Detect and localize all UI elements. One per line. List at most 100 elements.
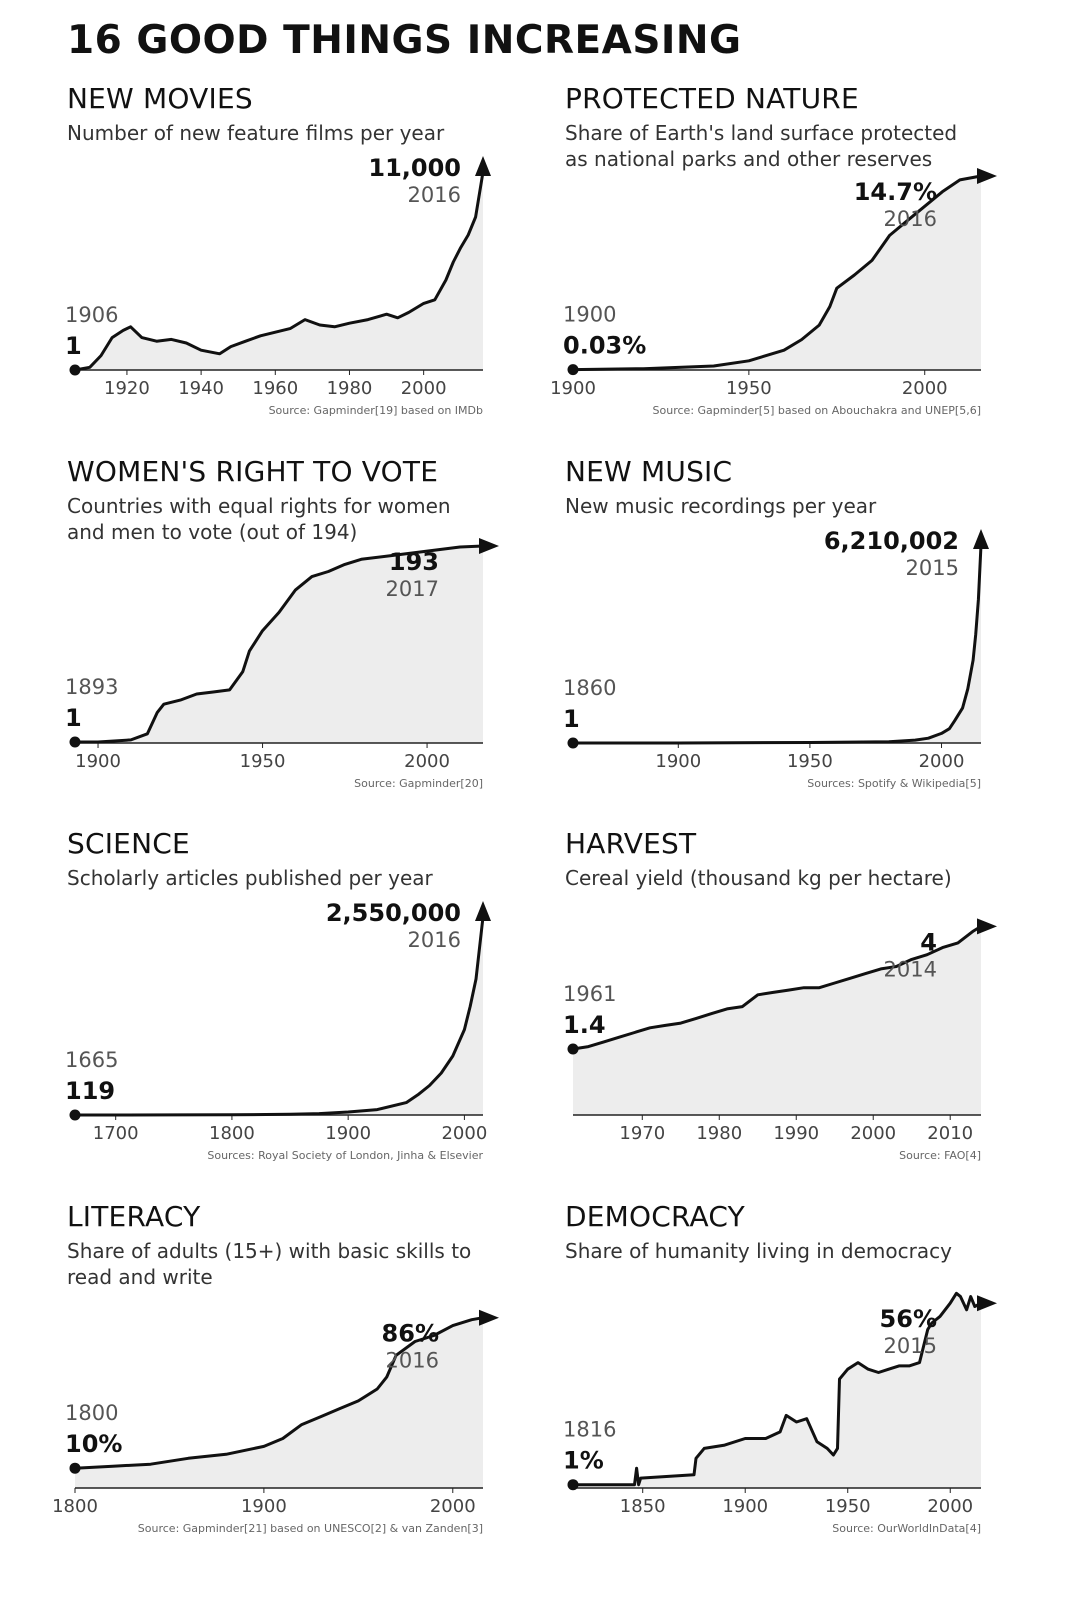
- end-year-label: 2016: [408, 928, 461, 952]
- start-value-label: 10%: [65, 1430, 122, 1458]
- x-tick-label: 1950: [825, 1496, 871, 1517]
- chart-panel: LITERACY Share of adults (15+) with basic…: [52, 1200, 527, 1570]
- series-line: [573, 1291, 982, 1487]
- chart-panel: NEW MOVIES Number of new feature films pe…: [65, 82, 527, 452]
- source-label: Source: Gapminder[20]: [354, 777, 483, 790]
- end-year-label: 2014: [884, 957, 937, 981]
- start-value-label: 0.03%: [563, 332, 646, 360]
- chart-panel: NEW MUSIC New music recordings per year 19…: [563, 455, 1025, 825]
- start-point: [69, 364, 81, 376]
- chart-panel: DEMOCRACY Share of humanity living in dem…: [563, 1200, 1025, 1570]
- source-label: Source: OurWorldInData[4]: [832, 1522, 981, 1535]
- area-fill: [573, 926, 981, 1115]
- start-value-label: 1%: [563, 1447, 604, 1475]
- end-value-label: 86%: [382, 1320, 439, 1348]
- start-year-label: 1906: [65, 303, 118, 327]
- start-value-label: 1: [65, 332, 82, 360]
- x-tick-label: 1900: [75, 751, 121, 772]
- chart-title: NEW MUSIC: [565, 455, 733, 488]
- x-tick-label: 2000: [401, 378, 447, 399]
- end-value-label: 14.7%: [854, 178, 937, 206]
- start-point: [69, 1462, 81, 1474]
- x-tick-label: 2000: [404, 751, 450, 772]
- series-line: [74, 916, 485, 1117]
- end-year-label: 2016: [386, 1349, 439, 1373]
- x-tick-label: 2000: [850, 1123, 896, 1144]
- start-point: [69, 736, 81, 748]
- x-tick-label: 1950: [240, 751, 286, 772]
- start-point: [567, 1043, 579, 1055]
- end-year-label: 2015: [906, 556, 959, 580]
- end-value-label: 2,550,000: [326, 899, 461, 927]
- end-value-label: 56%: [880, 1305, 937, 1333]
- start-value-label: 1: [65, 704, 82, 732]
- start-year-label: 1800: [65, 1401, 118, 1425]
- x-tick-label: 1980: [696, 1123, 742, 1144]
- x-tick-label: 1900: [722, 1496, 768, 1517]
- end-arrow: [475, 156, 491, 176]
- chart-subtitle: Share of adults (15+) with basic skills …: [67, 1239, 472, 1289]
- series-line: [572, 925, 982, 1051]
- chart-title: PROTECTED NATURE: [565, 82, 859, 115]
- area-fill: [573, 176, 981, 370]
- end-year-label: 2016: [884, 207, 937, 231]
- end-arrow: [977, 167, 997, 184]
- x-tick-label: 1900: [550, 378, 596, 399]
- end-arrow: [479, 538, 499, 555]
- start-point: [567, 1479, 579, 1491]
- chart-subtitle: Share of humanity living in democracy: [565, 1239, 952, 1263]
- end-arrow: [977, 918, 997, 935]
- x-tick-label: 2000: [441, 1123, 487, 1144]
- x-tick-label: 2000: [430, 1496, 476, 1517]
- series-line: [74, 1316, 484, 1470]
- chart-panel: PROTECTED NATURE Share of Earth's land su…: [550, 82, 1025, 452]
- x-tick-label: 1800: [209, 1123, 255, 1144]
- chart-subtitle: Cereal yield (thousand kg per hectare): [565, 866, 952, 890]
- source-label: Source: Gapminder[5] based on Abouchakra…: [653, 404, 981, 417]
- start-year-label: 1900: [563, 303, 616, 327]
- series-line: [572, 174, 982, 372]
- chart-svg: 1900 1950 2000 1900 0.03% 14.7%2016 Source: Ga…: [550, 167, 997, 417]
- start-year-label: 1961: [563, 982, 616, 1006]
- x-tick-label: 1950: [726, 378, 772, 399]
- chart-panel: HARVEST Cereal yield (thousand kg per hec…: [563, 827, 1025, 1197]
- main-title: 16 GOOD THINGS INCREASING: [67, 18, 742, 63]
- chart-title: NEW MOVIES: [67, 82, 253, 115]
- source-label: Sources: Spotify & Wikipedia[5]: [807, 777, 981, 790]
- start-point: [69, 1109, 81, 1121]
- source-label: Source: FAO[4]: [899, 1149, 981, 1162]
- start-point: [567, 737, 579, 749]
- x-tick-label: 2010: [927, 1123, 973, 1144]
- x-tick-label: 1920: [104, 378, 150, 399]
- source-label: Source: Gapminder[21] based on UNESCO[2]…: [138, 1522, 483, 1535]
- x-tick-label: 1980: [327, 378, 373, 399]
- area-fill: [75, 1317, 483, 1488]
- chart-title: HARVEST: [565, 827, 697, 860]
- x-tick-label: 2000: [919, 751, 965, 772]
- start-year-label: 1893: [65, 675, 118, 699]
- chart-subtitle: Countries with equal rights for women an…: [67, 494, 451, 544]
- area-fill: [75, 546, 483, 743]
- x-tick-label: 1900: [241, 1496, 287, 1517]
- end-value-label: 193: [389, 548, 439, 576]
- end-arrow: [977, 1295, 997, 1312]
- chart-svg: 1800 1900 2000 1800 10% 86%2016 Source: Gapmin…: [52, 1309, 499, 1535]
- start-point: [567, 364, 579, 376]
- end-arrow: [475, 901, 491, 921]
- x-tick-label: 1700: [93, 1123, 139, 1144]
- x-tick-label: 2000: [927, 1496, 973, 1517]
- start-value-label: 119: [65, 1077, 115, 1105]
- x-tick-label: 1800: [52, 1496, 98, 1517]
- x-tick-label: 1900: [325, 1123, 371, 1144]
- series-line: [74, 171, 485, 372]
- start-year-label: 1860: [563, 676, 616, 700]
- start-year-label: 1816: [563, 1418, 616, 1442]
- area-fill: [573, 1293, 981, 1488]
- x-tick-label: 1960: [252, 378, 298, 399]
- chart-panel: WOMEN'S RIGHT TO VOTE Countries with equa…: [65, 455, 527, 825]
- start-value-label: 1: [563, 705, 580, 733]
